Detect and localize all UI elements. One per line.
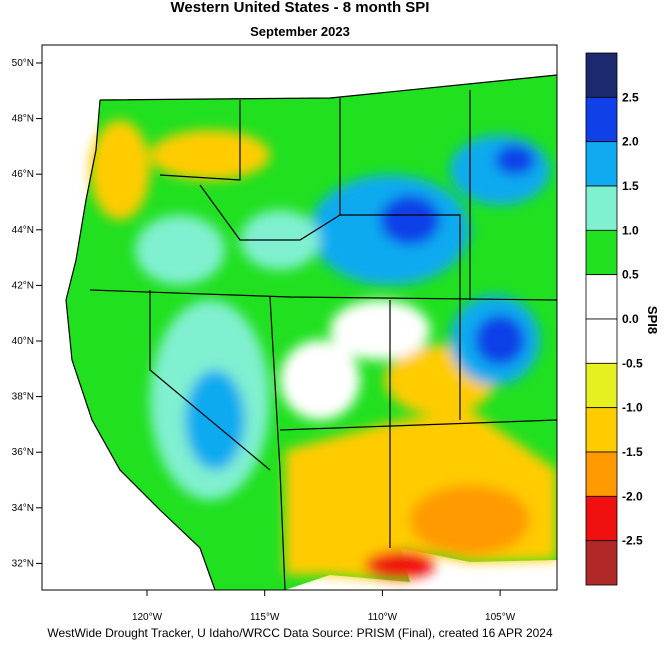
legend-swatch: [585, 407, 618, 453]
lat-label: 48°N: [12, 114, 34, 125]
lat-label: 36°N: [12, 447, 34, 458]
lat-label: 44°N: [12, 225, 34, 236]
legend-label: 2.0: [622, 135, 639, 149]
legend-swatch: [585, 451, 618, 497]
footer: WestWide Drought Tracker, U Idaho/WRCC D…: [47, 626, 553, 640]
legend-swatch: [585, 229, 618, 276]
legend-swatch: [585, 318, 618, 364]
legend-swatch: [585, 495, 618, 542]
legend-swatch: [585, 362, 618, 409]
legend-label: 1.5: [622, 179, 639, 193]
legend-swatch: [585, 274, 618, 320]
lon-label: 115°W: [250, 612, 280, 623]
legend-swatch: [585, 540, 618, 586]
legend-swatch: [585, 141, 618, 187]
lat-label: 38°N: [12, 392, 34, 403]
legend-title: SPI8: [645, 306, 660, 334]
legend-label: 0.5: [622, 268, 639, 282]
lon-label: 110°W: [368, 612, 398, 623]
legend-label: -1.0: [622, 401, 643, 415]
lon-label: 120°W: [132, 612, 163, 623]
legend-label: 0.0: [622, 312, 639, 326]
lat-label: 40°N: [12, 336, 34, 347]
subtitle: September 2023: [250, 24, 350, 39]
map-frame: [41, 44, 558, 591]
legend-label: 1.0: [622, 223, 639, 237]
lat-label: 50°N: [12, 58, 34, 69]
legend-swatch: [585, 185, 618, 231]
title: Western United States - 8 month SPI: [171, 0, 430, 16]
state-borders: [89, 74, 557, 590]
lat-label: 32°N: [12, 558, 34, 569]
legend-swatch: [585, 52, 618, 98]
lon-label: 105°W: [485, 612, 516, 623]
lat-label: 34°N: [12, 503, 34, 514]
map: [42, 45, 557, 590]
lat-label: 42°N: [12, 280, 34, 291]
legend-label: -1.5: [622, 445, 643, 459]
legend-label: -0.5: [622, 356, 643, 370]
legend-label: -2.0: [622, 489, 643, 503]
lat-label: 46°N: [12, 169, 34, 180]
legend-swatch: [585, 96, 618, 143]
legend-label: -2.5: [622, 534, 643, 548]
legend-label: 2.5: [622, 90, 639, 104]
